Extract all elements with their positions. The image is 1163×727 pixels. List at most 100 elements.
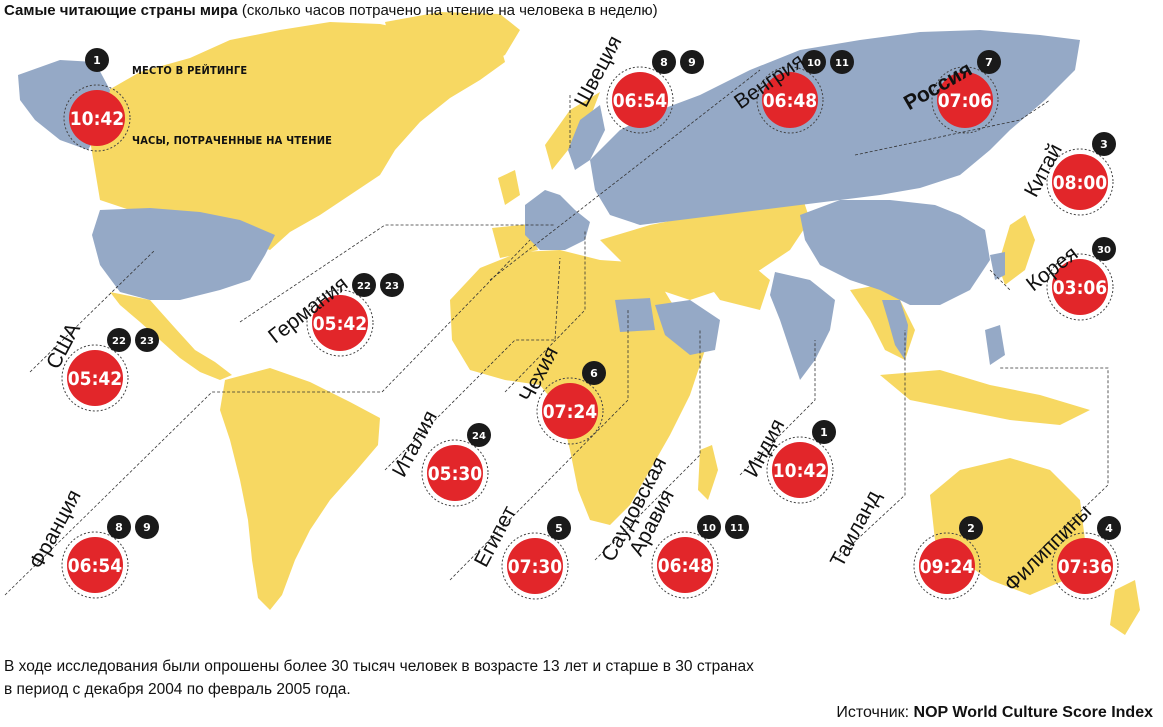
- badge-hours: 07:24: [543, 401, 598, 423]
- rank-circle: [135, 328, 159, 352]
- badge-ring: [1046, 148, 1114, 216]
- hours-badge-c12: 05:42 22 23: [306, 273, 404, 357]
- hours-badge-c2: 08:00 3: [1046, 132, 1116, 216]
- badge-circle: [937, 72, 993, 128]
- rank-number: 3: [1100, 138, 1108, 151]
- rank-circle: [680, 50, 704, 74]
- badge-hours: 03:06: [1053, 277, 1107, 299]
- land-egypt: [615, 298, 655, 332]
- rank-circle: [582, 361, 606, 385]
- rank-number: 10: [702, 523, 716, 534]
- badge-circle: [507, 538, 563, 594]
- source: Источник: NOP World Culture Score Index: [836, 704, 1153, 722]
- badge-circle: [1052, 154, 1108, 210]
- rank-number: 8: [115, 521, 123, 534]
- rank-number: 30: [1097, 245, 1111, 256]
- badge-circle: [657, 537, 713, 593]
- badge-ring: [501, 532, 569, 600]
- land-middle-east: [600, 190, 810, 300]
- rank-circle: [977, 50, 1001, 74]
- badge-circle: [67, 537, 123, 593]
- badge-ring: [756, 66, 824, 134]
- land-saudi: [655, 300, 720, 355]
- land-philippines: [985, 325, 1005, 365]
- badge-hours: 05:42: [313, 313, 367, 335]
- leader-germany: [239, 224, 555, 323]
- rank-number: 23: [385, 281, 399, 292]
- leader-usa: [29, 249, 156, 373]
- badge-ring: [63, 84, 131, 152]
- land-india: [770, 272, 835, 380]
- legend-rank-label: МЕСТО В РЕЙТИНГЕ: [132, 64, 248, 77]
- land-korea: [990, 252, 1005, 280]
- land-norway: [545, 92, 600, 170]
- badge-hours: 06:54: [68, 555, 123, 577]
- source-name: NOP World Culture Score Index: [913, 704, 1153, 721]
- badge-ring: [1046, 253, 1114, 321]
- badge-circle: [69, 90, 125, 146]
- badge-circle: [427, 445, 483, 501]
- hours-badge-c3: 07:36 4: [1051, 516, 1121, 600]
- badge-ring: [606, 66, 674, 134]
- land-uk: [498, 170, 520, 205]
- land-central-america: [110, 292, 232, 380]
- badge-circle: [919, 538, 975, 594]
- badge-circle: [1057, 538, 1113, 594]
- rank-number: 7: [985, 56, 993, 69]
- badge-hours: 05:30: [428, 463, 483, 485]
- footnote: В ходе исследования были опрошены более …: [4, 655, 864, 701]
- rank-circle: [802, 50, 826, 74]
- land-iran: [690, 255, 770, 310]
- land-new-zealand: [1110, 580, 1140, 635]
- rank-circle: [467, 423, 491, 447]
- rank-number: 2: [967, 522, 975, 535]
- badge-ring: [61, 531, 129, 599]
- rank-number: 11: [835, 58, 849, 69]
- land-madagascar: [698, 445, 718, 500]
- badge-hours: 07:30: [508, 556, 563, 578]
- rank-circle: [352, 273, 376, 297]
- rank-circle: [85, 48, 109, 72]
- land-japan: [998, 215, 1035, 285]
- rank-circle: [135, 515, 159, 539]
- rank-number: 22: [357, 281, 371, 292]
- hours-badge-c1: 09:24 2: [913, 516, 983, 600]
- rank-circle: [1092, 237, 1116, 261]
- badge-hours: 06:48: [658, 555, 712, 577]
- rank-number: 11: [730, 523, 744, 534]
- leader-france: [4, 239, 531, 596]
- land-usa: [92, 208, 275, 300]
- badge-circle: [542, 383, 598, 439]
- rank-circle: [830, 50, 854, 74]
- badge-circle: [312, 295, 368, 351]
- hours-badge-c0: 10:42 1: [766, 420, 836, 504]
- badge-hours: 10:42: [70, 108, 124, 130]
- rank-circle: [725, 515, 749, 539]
- land-greenland: [385, 12, 520, 80]
- rank-circle: [1097, 516, 1121, 540]
- land-indonesia: [880, 370, 1090, 425]
- hour-badges: 10:42 1 09:24 2 08:00 3 07:36 4 07:30 5 07:24 6 07:0…: [61, 48, 1121, 600]
- land-thailand: [882, 300, 908, 360]
- badge-circle: [612, 72, 668, 128]
- hours-badge-c4: 07:30 5: [501, 516, 571, 600]
- rank-number: 9: [688, 56, 696, 69]
- badge-ring: [931, 66, 999, 134]
- hours-badge-legend: 10:42 1: [63, 48, 131, 152]
- badge-hours: 10:42: [773, 460, 827, 482]
- rank-number: 6: [590, 367, 598, 380]
- rank-number: 4: [1105, 522, 1113, 535]
- leader-hungary: [489, 69, 761, 281]
- badge-ring: [913, 532, 981, 600]
- title-bold: Самые читающие страны мира: [4, 2, 238, 19]
- leader-china: [854, 99, 1051, 156]
- source-label: Источник:: [836, 704, 910, 721]
- rank-circle: [812, 420, 836, 444]
- leader-india: [739, 340, 816, 476]
- hours-badge-c9: 06:48 10 11: [756, 50, 854, 134]
- badge-ring: [306, 289, 374, 357]
- footnote-line-2: в период с декабря 2004 по февраль 2005 …: [4, 681, 351, 698]
- badge-ring: [536, 377, 604, 445]
- hours-badge-c10: 06:48 10 11: [651, 515, 749, 599]
- rank-circle: [107, 515, 131, 539]
